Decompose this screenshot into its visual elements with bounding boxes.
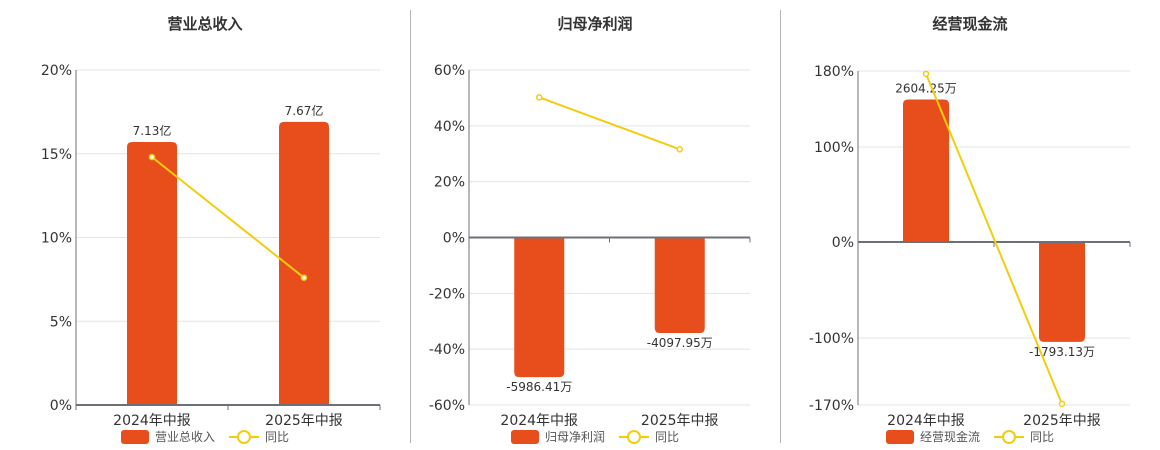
revenue-chart-plot: 0% 5% 10% 15% 20% 7.13亿 7.67亿 2024年中报 2025年中报	[41, 63, 381, 429]
yoy-point[interactable]	[536, 94, 543, 101]
legend-label-net-profit[interactable]: 归母净利润	[544, 430, 605, 444]
y-tick-label: 40%	[434, 119, 465, 135]
yoy-point[interactable]	[1058, 400, 1066, 408]
bar[interactable]	[279, 121, 329, 406]
y-tick-label: 180%	[814, 64, 854, 80]
x-category-label: 2024年中报	[887, 413, 965, 429]
y-tick-label: -60%	[429, 398, 465, 414]
bar-value-label: -4097.95万	[647, 336, 713, 350]
net-profit-chart-panel: 归母净利润 -60% -40% -20% 0% 20% 40% 60% -5986.41万 -4…	[410, 0, 780, 450]
y-tick-label: 60%	[434, 63, 465, 79]
revenue-chart-panel: 营业总收入 0% 5% 10% 15% 20% 7.13亿 7.67亿 2024年中报 2025…	[0, 0, 410, 450]
bar[interactable]	[903, 99, 949, 243]
cashflow-chart-plot: -170% -100% 0% 100% 180% 2604.25万 -1793.13万 202…	[809, 64, 1131, 429]
bar-legend-swatch-icon[interactable]	[120, 429, 149, 444]
y-tick-label: 20%	[434, 175, 465, 191]
x-category-label: 2025年中报	[641, 413, 719, 429]
bar-value-label: 7.13亿	[133, 123, 172, 138]
y-tick-label: -20%	[429, 286, 465, 302]
y-tick-label: -170%	[809, 398, 854, 414]
legend-label-yoy[interactable]: 同比	[655, 430, 680, 444]
bar[interactable]	[1039, 242, 1085, 342]
bar[interactable]	[127, 142, 177, 405]
chart-title: 归母净利润	[557, 15, 633, 33]
legend-label-yoy[interactable]: 同比	[1030, 430, 1055, 444]
yoy-line	[151, 156, 305, 279]
y-tick-label: 15%	[41, 147, 72, 163]
legend-label-revenue[interactable]: 营业总收入	[154, 430, 215, 444]
chart-title: 营业总收入	[167, 15, 243, 33]
yoy-point[interactable]	[300, 274, 308, 281]
x-category-label: 2025年中报	[265, 413, 343, 429]
y-tick-label: 10%	[41, 231, 72, 247]
bar-legend-swatch-icon[interactable]	[885, 429, 914, 444]
x-category-label: 2024年中报	[113, 413, 191, 429]
y-tick-label: 0%	[50, 398, 72, 414]
yoy-line	[538, 96, 681, 151]
line-legend-marker-icon[interactable]	[619, 429, 649, 444]
y-tick-label: 20%	[41, 63, 72, 79]
chart-legend: 经营现金流 同比	[780, 428, 1160, 445]
bar-value-label: 2604.25万	[895, 82, 957, 96]
bar-value-label: -5986.41万	[506, 380, 572, 394]
yoy-point[interactable]	[922, 70, 930, 78]
chart-legend: 归母净利润 同比	[410, 428, 780, 445]
legend-label-yoy[interactable]: 同比	[265, 430, 290, 444]
x-category-label: 2024年中报	[500, 413, 578, 429]
y-tick-label: 100%	[814, 140, 854, 156]
line-legend-marker-icon[interactable]	[229, 429, 259, 444]
bar-value-label: 7.67亿	[285, 103, 324, 118]
y-tick-label: -100%	[809, 331, 854, 347]
y-tick-label: 5%	[50, 314, 72, 330]
y-tick-label: 0%	[443, 231, 465, 247]
y-tick-label: -40%	[429, 342, 465, 358]
legend-label-cashflow[interactable]: 经营现金流	[919, 430, 980, 444]
bar-value-label: -1793.13万	[1029, 345, 1095, 359]
bar-legend-swatch-icon[interactable]	[510, 429, 539, 444]
panel-divider	[410, 10, 411, 443]
yoy-point[interactable]	[676, 146, 683, 153]
net-profit-chart-plot: -60% -40% -20% 0% 20% 40% 60% -5986.41万 -4097.95…	[429, 63, 751, 429]
yoy-point[interactable]	[148, 153, 156, 161]
bar[interactable]	[654, 237, 705, 333]
line-legend-marker-icon[interactable]	[994, 429, 1024, 444]
bar[interactable]	[514, 237, 565, 378]
yoy-line	[925, 73, 1063, 405]
y-tick-label: 0%	[832, 235, 854, 251]
x-category-label: 2025年中报	[1023, 413, 1101, 429]
cashflow-chart-panel: 经营现金流 -170% -100% 0% 100% 180% 2604.25万 -1793.…	[780, 0, 1160, 450]
chart-title: 经营现金流	[932, 15, 1008, 33]
panel-divider	[780, 10, 781, 443]
chart-legend: 营业总收入 同比	[0, 428, 410, 445]
